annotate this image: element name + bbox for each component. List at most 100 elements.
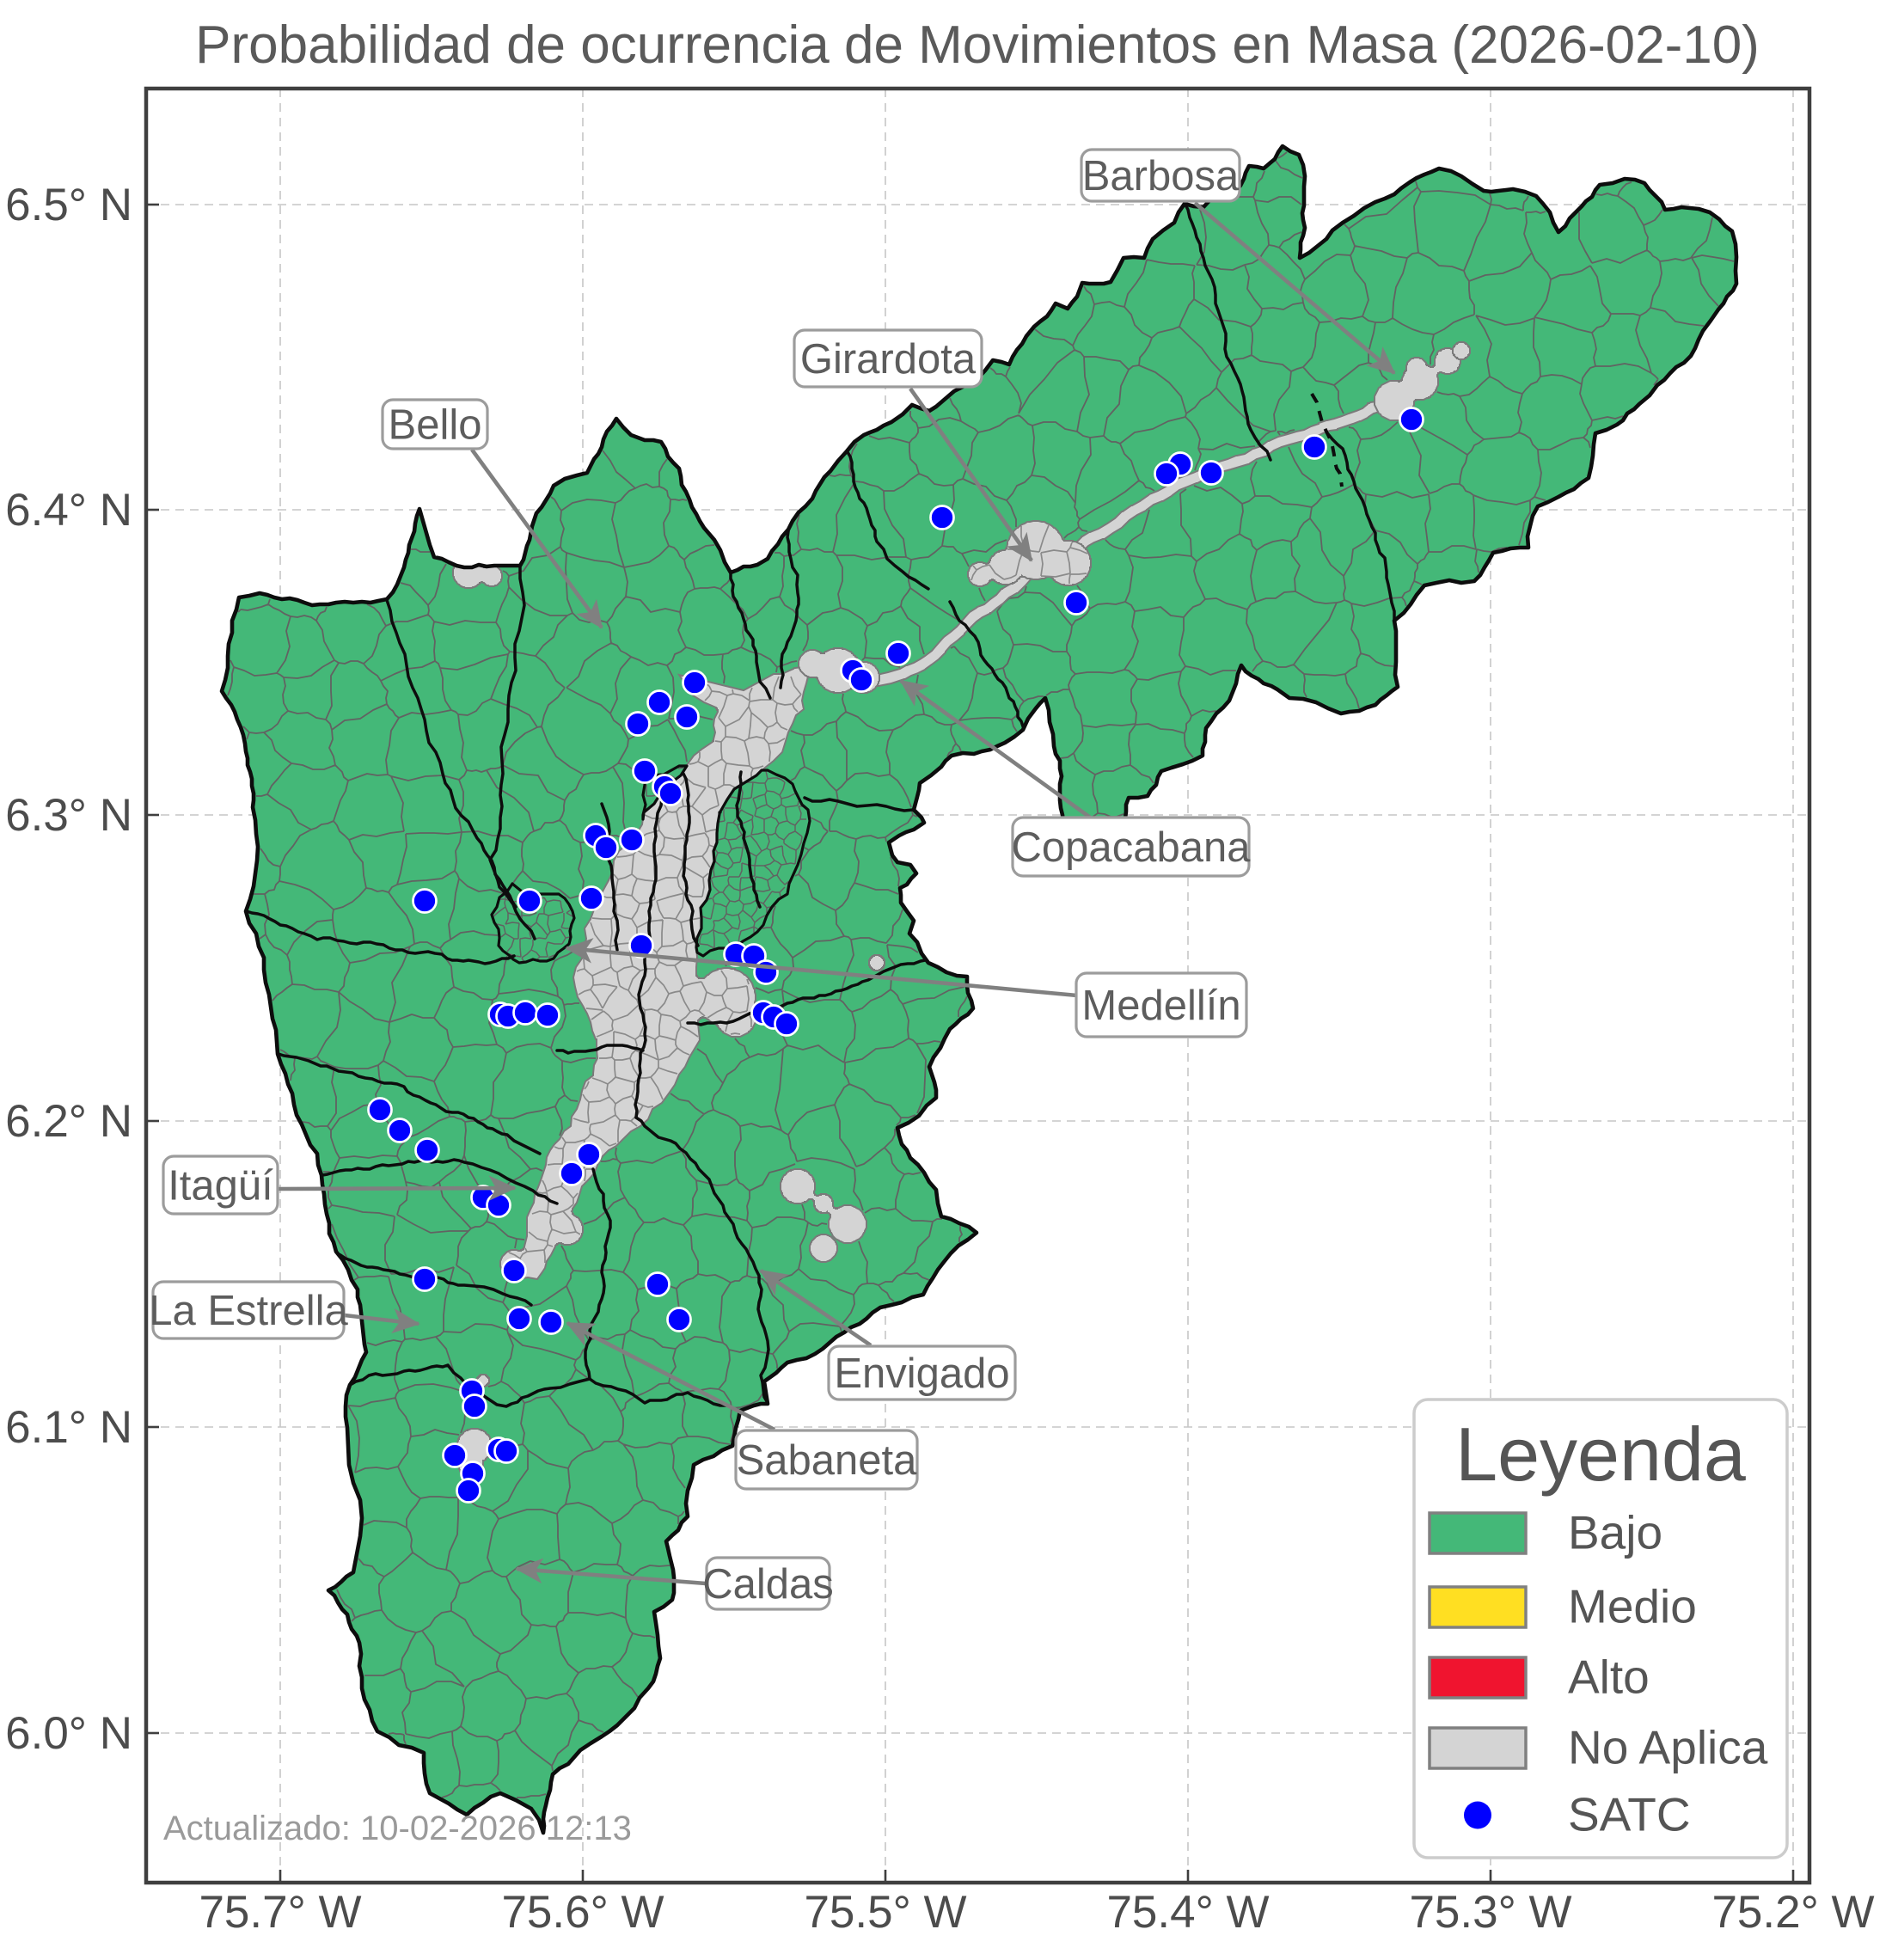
satc-dot xyxy=(1063,590,1089,616)
region-outline xyxy=(219,144,1739,1835)
comuna-outline xyxy=(490,882,576,965)
satc-dot xyxy=(929,505,955,530)
legend-swatch-bajo xyxy=(1428,1511,1528,1555)
annotation-envigado: Envigado xyxy=(759,1269,1017,1401)
axes-layer: 75.7° W 75.6° W 75.5° W 75.4° W 75.3° W 75.2°… xyxy=(5,86,1875,1938)
satc-dot xyxy=(658,781,683,806)
annotation-arrow xyxy=(515,1558,707,1586)
satc-dot xyxy=(625,711,651,737)
annotation-arrow xyxy=(1193,201,1396,375)
municipality-border xyxy=(488,565,536,940)
y-tick-label: 6.5° N xyxy=(5,180,132,230)
municipality-border xyxy=(729,572,772,700)
legend-title: Leyenda xyxy=(1455,1412,1746,1497)
annotations-layer: Barbosa Girardota Bello Copacabana Medellín I… xyxy=(149,148,1396,1611)
urban-area xyxy=(1452,341,1471,360)
annotation-label: Copacabana xyxy=(1012,824,1252,871)
satc-dot xyxy=(1301,434,1327,460)
municipality-border xyxy=(948,600,1025,728)
satc-dot xyxy=(538,1309,564,1335)
annotation-box xyxy=(151,1280,346,1340)
satc-dot xyxy=(486,1192,511,1218)
legend-marker-satc xyxy=(1464,1801,1491,1829)
municipality-border xyxy=(634,796,664,1119)
satc-dot xyxy=(774,1011,799,1037)
satc-dot xyxy=(412,1266,438,1292)
annotation-label: Barbosa xyxy=(1082,153,1240,199)
municipality-border xyxy=(385,598,517,909)
satc-dot xyxy=(885,640,911,666)
legend-label: Bajo xyxy=(1568,1506,1662,1559)
annotation-medelln: Medellín xyxy=(565,938,1248,1038)
satc-dot xyxy=(414,1137,440,1163)
update-timestamp: Actualizado: 10-02-2026 12:13 xyxy=(163,1810,632,1847)
annotation-barbosa: Barbosa xyxy=(1080,148,1396,375)
y-tick-label: 6.4° N xyxy=(5,485,132,536)
satc-dot xyxy=(646,689,672,715)
municipality-border xyxy=(1326,432,1396,622)
annotation-box xyxy=(1011,816,1251,878)
y-tick-label: 6.1° N xyxy=(5,1402,132,1453)
annotation-copacabana: Copacabana xyxy=(899,679,1252,878)
municipality-border xyxy=(1184,203,1272,462)
x-tick-label: 75.6° W xyxy=(501,1887,664,1938)
satc-dot xyxy=(442,1442,468,1468)
legend-label: Medio xyxy=(1568,1580,1697,1633)
satc-dot xyxy=(517,888,542,914)
chart-title: Probabilidad de ocurrencia de Movimiento… xyxy=(195,15,1760,75)
annotation-arrow xyxy=(278,1175,517,1201)
satc-dot xyxy=(1198,460,1224,486)
y-tick-label: 6.3° N xyxy=(5,790,132,841)
disputed-border xyxy=(1310,392,1344,487)
legend-swatch-alto xyxy=(1428,1656,1528,1700)
municipality-border xyxy=(634,1116,770,1403)
satc-dot xyxy=(848,667,874,693)
legend-label: Alto xyxy=(1568,1651,1650,1704)
annotation-box xyxy=(827,1344,1017,1401)
x-tick-label: 75.3° W xyxy=(1409,1887,1571,1938)
annotation-label: La Estrella xyxy=(149,1288,348,1334)
satc-dot xyxy=(512,1000,538,1026)
annotation-arrow xyxy=(344,1308,420,1334)
legend: Leyenda Bajo Medio Alto No Aplica SATC xyxy=(1412,1398,1789,1859)
urban-block-boundaries xyxy=(508,524,1088,1277)
x-tick-label: 75.5° W xyxy=(804,1887,966,1938)
satc-dot xyxy=(1399,407,1424,432)
annotation-arrow xyxy=(565,938,1078,998)
plot-border xyxy=(144,86,1812,1885)
satc-dot xyxy=(632,758,658,784)
satc-dot xyxy=(628,933,654,959)
legend-label: No Aplica xyxy=(1568,1721,1768,1774)
annotation-arrow xyxy=(566,1320,776,1432)
x-tick-label: 75.2° W xyxy=(1711,1887,1874,1938)
urban-area xyxy=(868,954,885,971)
satc-dot xyxy=(559,1161,585,1186)
satc-dot xyxy=(579,885,604,911)
annotation-laestrella: La Estrella xyxy=(149,1280,420,1340)
comuna-outline xyxy=(695,769,811,958)
satc-dot xyxy=(412,888,438,914)
satc-dot xyxy=(493,1438,519,1464)
annotation-girardota: Girardota xyxy=(793,328,1033,562)
municipality-border xyxy=(682,772,700,947)
annotation-arrow xyxy=(909,387,1033,562)
annotation-box xyxy=(793,328,983,389)
annotation-box xyxy=(162,1155,279,1216)
satc-dot xyxy=(535,1002,560,1028)
annotation-label: Caldas xyxy=(702,1561,834,1608)
annotation-box xyxy=(705,1556,831,1611)
satc-dot xyxy=(593,835,619,861)
legend-swatch-no_aplica xyxy=(1428,1726,1528,1770)
annotation-label: Bello xyxy=(389,402,482,449)
municipality-border xyxy=(350,1363,741,1412)
y-tick-label: 6.2° N xyxy=(5,1096,132,1147)
annotation-box xyxy=(1075,971,1248,1038)
annotation-label: Girardota xyxy=(800,336,977,383)
satc-dot xyxy=(674,704,700,730)
satc-dot xyxy=(682,670,707,695)
satc-dot xyxy=(666,1307,692,1332)
annotation-caldas: Caldas xyxy=(515,1556,834,1611)
satc-dot xyxy=(1154,461,1179,487)
municipality-border xyxy=(779,530,800,689)
